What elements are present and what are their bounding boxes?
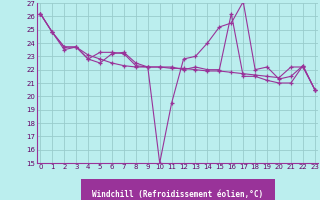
Text: Windchill (Refroidissement éolien,°C): Windchill (Refroidissement éolien,°C) [92, 190, 263, 199]
